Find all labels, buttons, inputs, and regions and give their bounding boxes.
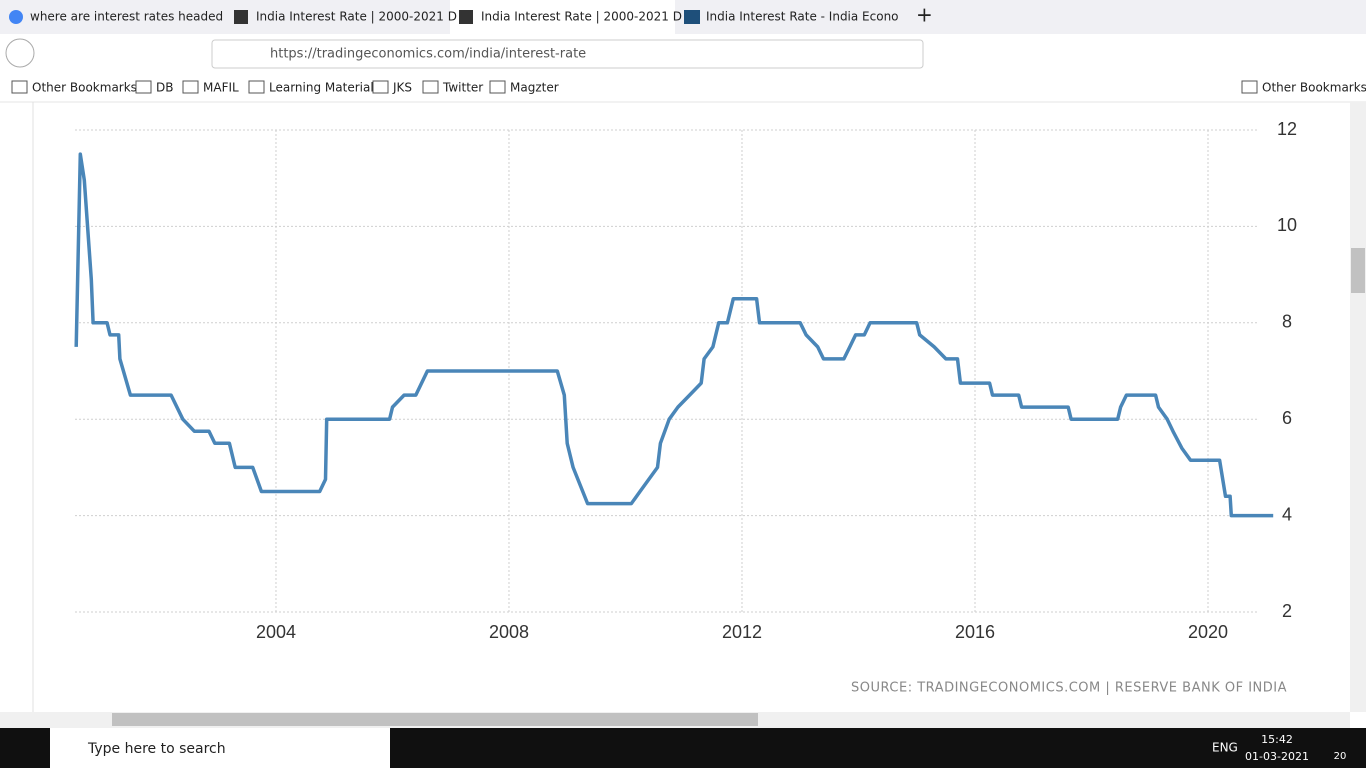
bookmark[interactable]: Twitter — [442, 81, 483, 95]
y-tick-label: 2 — [1282, 601, 1292, 621]
x-tick-label: 2020 — [1188, 622, 1228, 642]
tab-title[interactable]: where are interest rates headed — [30, 10, 223, 24]
y-tick-label: 4 — [1282, 504, 1292, 524]
x-tick-label: 2012 — [722, 622, 762, 642]
scrollbar[interactable] — [1350, 102, 1366, 712]
tab-icon — [234, 10, 248, 24]
x-tick-label: 2008 — [489, 622, 529, 642]
back-button[interactable] — [5, 38, 35, 68]
active-tab[interactable] — [450, 0, 675, 34]
folder-icon — [182, 80, 199, 94]
tab-icon — [9, 10, 23, 24]
folder-icon — [1241, 80, 1258, 94]
folder-icon — [422, 80, 439, 94]
x-tick-label: 2004 — [256, 622, 296, 642]
tab-title[interactable]: India Interest Rate - India Econo — [706, 10, 899, 24]
y-tick-label: 10 — [1277, 215, 1297, 235]
y-tick-label: 12 — [1277, 119, 1297, 139]
bookmark[interactable]: Other Bookmarks — [32, 81, 137, 95]
url-bar[interactable] — [211, 39, 924, 69]
url[interactable]: https://tradingeconomics.com/india/inter… — [270, 47, 586, 62]
bookmark[interactable]: Other Bookmarks — [1262, 81, 1366, 95]
y-tick-label: 6 — [1282, 408, 1292, 428]
clock-date[interactable]: 01-03-2021 — [1245, 750, 1309, 763]
tab-icon — [684, 10, 700, 24]
series-line — [74, 152, 1274, 518]
bookmark[interactable]: MAFIL — [203, 81, 239, 95]
tab-icon — [459, 10, 473, 24]
h-scroll-thumb[interactable] — [112, 713, 758, 726]
scroll-thumb[interactable] — [1351, 248, 1365, 293]
tab-title[interactable]: India Interest Rate | 2000-2021 D — [256, 10, 457, 24]
bookmark[interactable]: DB — [156, 81, 173, 95]
folder-icon — [489, 80, 506, 94]
notification-count[interactable]: 20 — [1334, 751, 1347, 762]
bookmark-bar — [0, 72, 1366, 102]
tab-title[interactable]: India Interest Rate | 2000-2021 D — [481, 10, 682, 24]
x-tick-label: 2016 — [955, 622, 995, 642]
language[interactable]: ENG — [1212, 741, 1238, 755]
new-tab[interactable]: + — [916, 3, 933, 27]
folder-icon — [372, 80, 389, 94]
source: SOURCE: TRADINGECONOMICS.COM | RESERVE B… — [851, 681, 1287, 696]
folder-icon — [248, 80, 265, 94]
folder-icon — [135, 80, 152, 94]
search-box[interactable] — [50, 728, 390, 768]
clock-time[interactable]: 15:42 — [1261, 733, 1293, 746]
search-placeholder[interactable]: Type here to search — [87, 741, 226, 757]
folder-icon — [11, 80, 28, 94]
bookmark[interactable]: Magzter — [510, 81, 559, 95]
tab-strip — [0, 0, 1366, 34]
y-tick-label: 8 — [1282, 312, 1292, 332]
bookmark[interactable]: Learning Material — [269, 81, 374, 95]
bookmark[interactable]: JKS — [392, 81, 412, 95]
